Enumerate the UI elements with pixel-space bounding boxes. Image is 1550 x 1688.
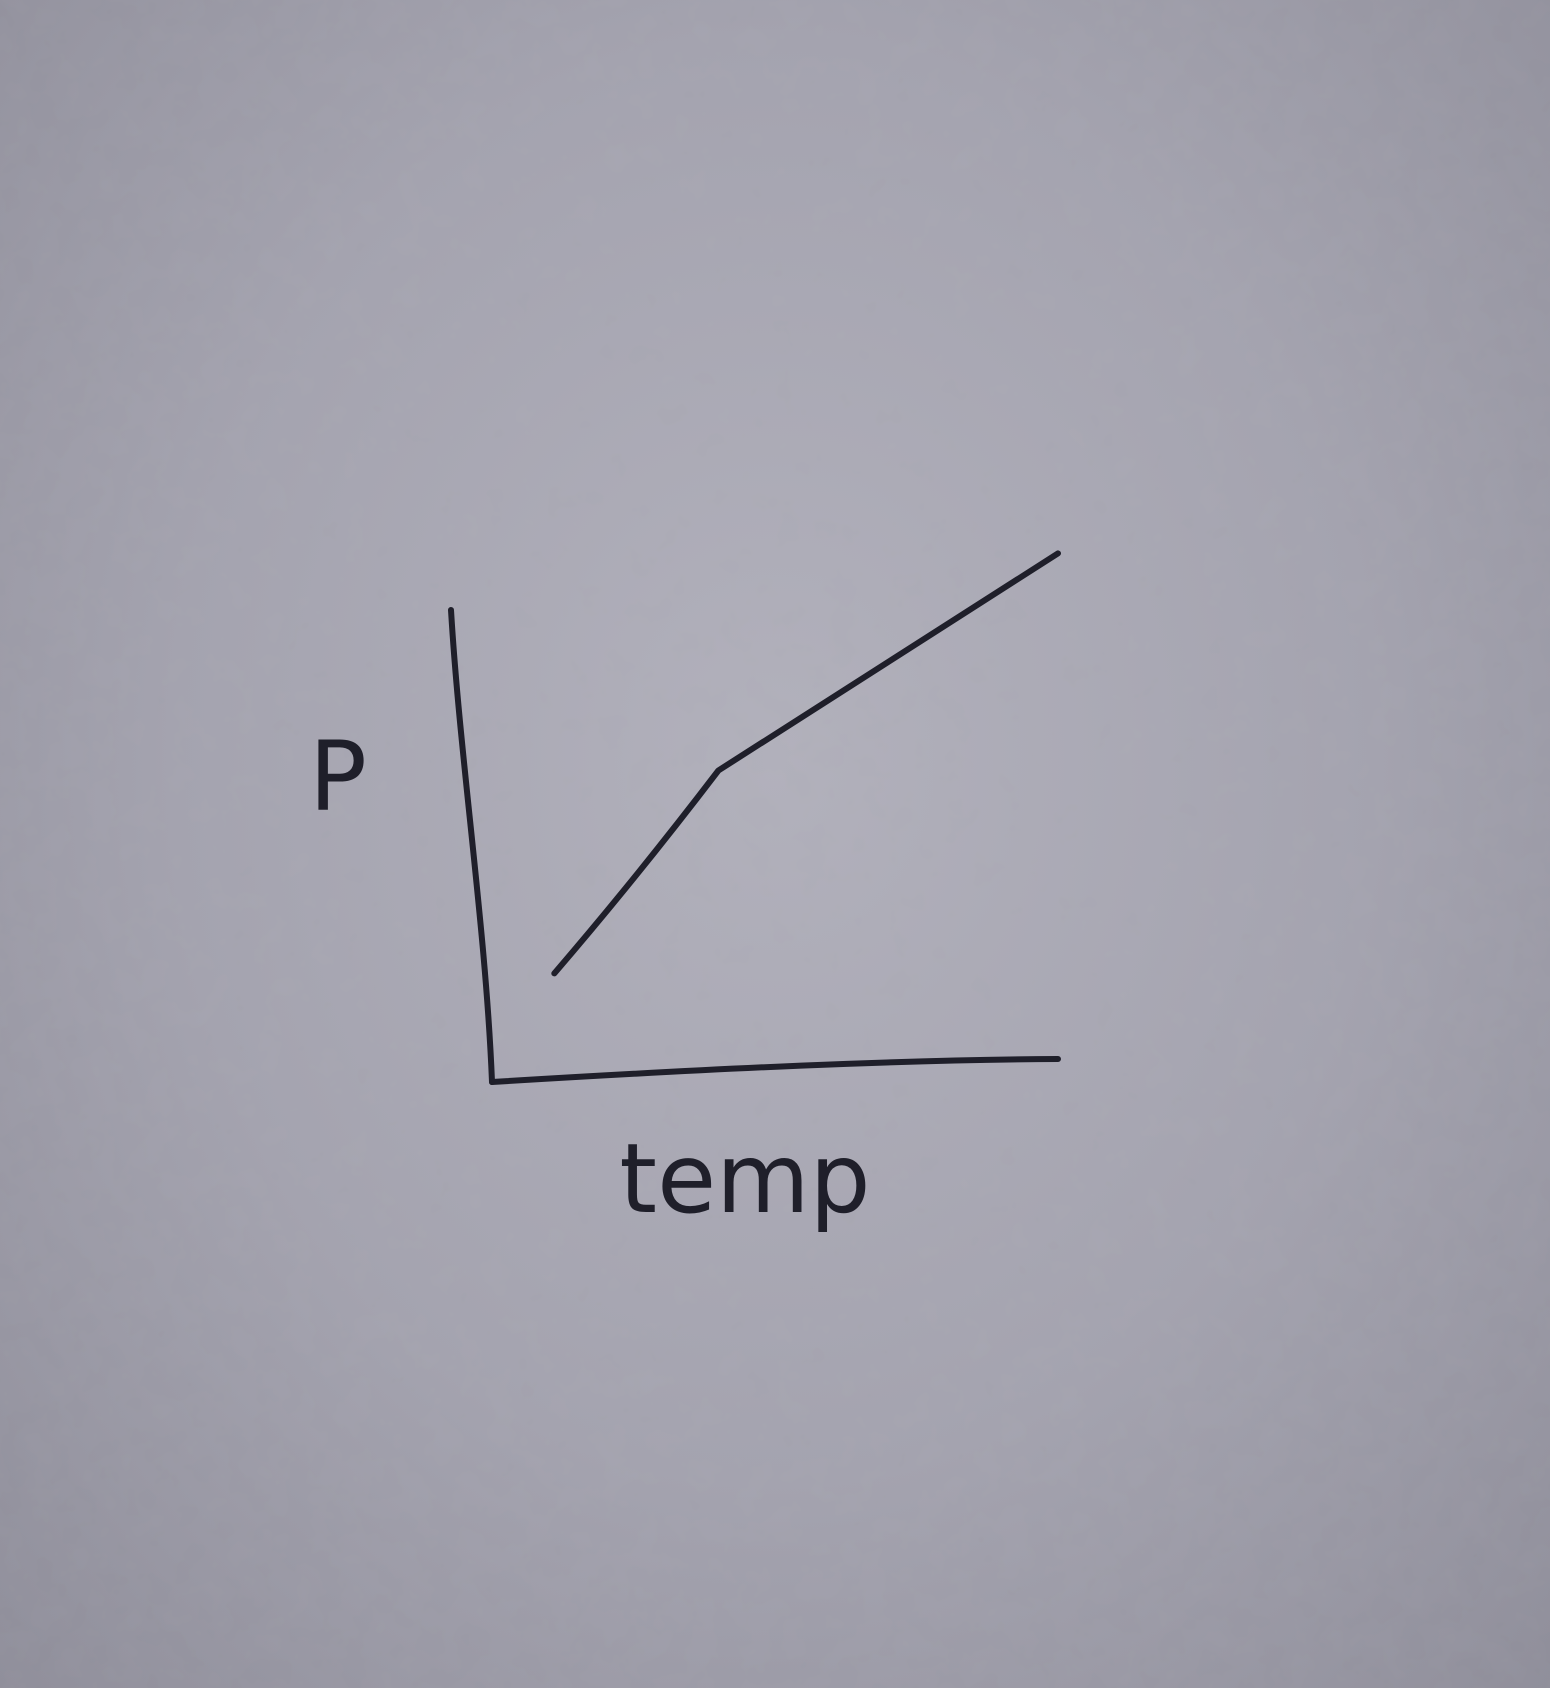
y-axis-line — [448, 607, 495, 1085]
series-line — [551, 550, 1061, 977]
x-axis-line — [489, 1056, 1061, 1085]
x-axis-label: temp — [619, 1123, 870, 1235]
y-axis-label: P — [309, 721, 367, 833]
